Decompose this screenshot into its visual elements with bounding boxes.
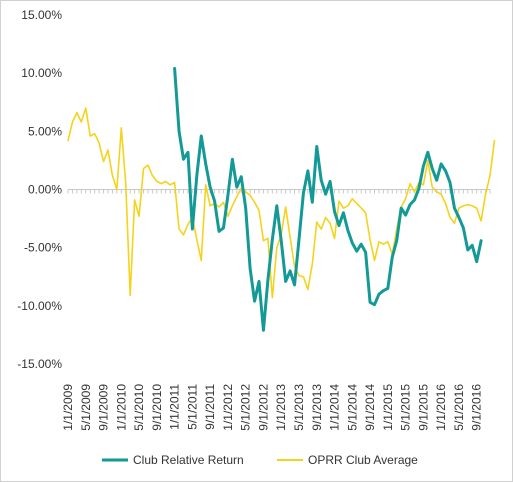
x-tick-label: 5/1/2013 [292,384,306,431]
x-tick-label: 1/1/2013 [274,384,288,431]
x-tick-label: 1/1/2012 [221,384,235,431]
x-tick-label: 1/1/2009 [61,384,75,431]
x-tick-label: 5/1/2009 [79,384,93,431]
x-tick-label: 9/1/2013 [310,384,324,431]
x-tick-label: 5/1/2012 [239,384,253,431]
x-tick-label: 1/1/2014 [328,384,342,431]
x-tick-label: 5/1/2014 [345,384,359,431]
y-tick-label: 5.00% [28,124,62,138]
x-tick-label: 1/1/2015 [381,384,395,431]
x-tick-label: 5/1/2016 [452,384,466,431]
legend-label-club-relative-return: Club Relative Return [133,453,244,467]
x-tick-label: 9/1/2010 [150,384,164,431]
legend: Club Relative Return OPRR Club Average [102,453,418,467]
x-tick-label: 1/1/2011 [168,384,182,430]
x-tick-label: 5/1/2010 [132,384,146,431]
y-tick-label: 15.00% [21,8,62,22]
x-tick-label: 9/1/2014 [363,384,377,431]
y-tick-label: 10.00% [21,66,62,80]
plot-area [67,67,496,332]
legend-label-oprr-club-average: OPRR Club Average [308,453,418,467]
x-tick-label: 9/1/2015 [416,384,430,431]
x-tick-label: 9/1/2016 [470,384,484,431]
y-tick-label: -15.00% [17,357,62,371]
y-tick-label: 0.00% [28,183,62,197]
y-tick-label: -5.00% [24,241,62,255]
x-tick-label: 1/1/2010 [114,384,128,431]
x-tick-label: 1/1/2016 [434,384,448,431]
x-tick-label: 9/1/2011 [203,384,217,430]
x-tick-label: 5/1/2011 [185,384,199,430]
x-tick-label: 9/1/2009 [97,384,111,431]
y-tick-label: -10.00% [17,299,62,313]
x-tick-label: 5/1/2015 [399,384,413,431]
y-axis: 15.00% 10.00% 5.00% 0.00% -5.00% -10.00% -15.0… [17,8,62,371]
series-line-club-relative-return [173,67,483,332]
x-tick-label: 9/1/2012 [256,384,270,431]
series-line-oprr-club-average [67,107,496,299]
